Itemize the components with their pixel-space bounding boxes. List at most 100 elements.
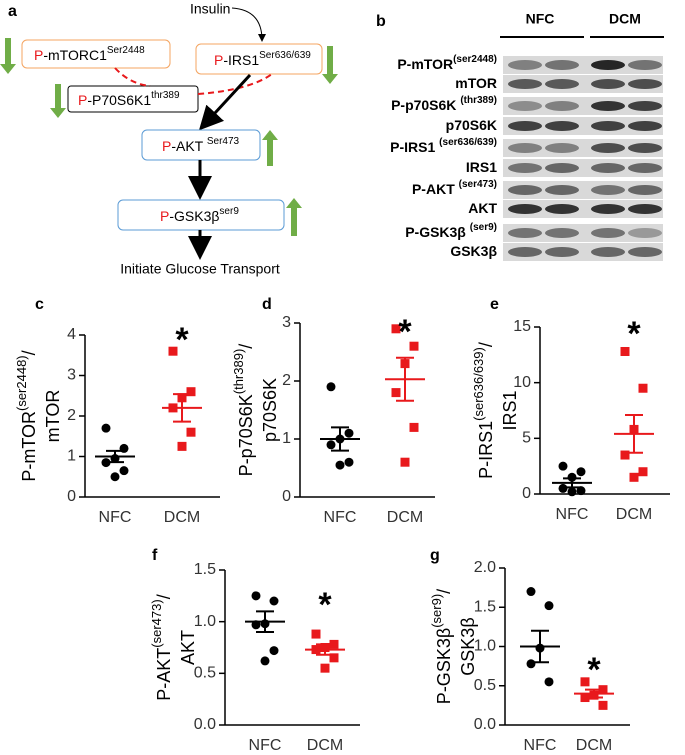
blot-band (545, 228, 579, 238)
blot-strip (503, 75, 663, 93)
blot-band (508, 247, 542, 257)
data-point (326, 382, 336, 392)
data-point (344, 457, 354, 467)
data-point (335, 460, 345, 470)
data-point (409, 422, 419, 432)
y-axis-label: P-mTOR(ser2448)/ (14, 350, 38, 481)
y-tick-label: 2 (282, 372, 291, 389)
y-tick-label: 0.5 (194, 665, 216, 682)
data-point (269, 596, 279, 606)
y-tick-label: 0 (282, 488, 291, 505)
data-point (409, 341, 419, 351)
blot-band (508, 185, 542, 195)
blot-band (545, 185, 579, 195)
panel-letter: a (8, 3, 17, 20)
blot-band (628, 101, 662, 111)
blot-band (545, 247, 579, 257)
data-point (638, 467, 648, 477)
blot-strip (503, 56, 663, 74)
blot-band (591, 121, 625, 131)
panel-letter: b (376, 13, 386, 30)
y-axis-label: P-p70S6K(thr389)/ (231, 344, 255, 477)
data-point (391, 324, 401, 334)
panel-letter: g (430, 547, 440, 564)
blot-row-label: AKT (468, 200, 497, 216)
blot-band (545, 204, 579, 214)
data-point (391, 388, 401, 398)
blot-band (628, 79, 662, 89)
data-point (110, 472, 120, 482)
data-point (558, 461, 568, 471)
blot-strip (503, 200, 663, 218)
y-tick-label: 2 (67, 407, 76, 424)
y-axis-label: P-IRS1(ser636/639)/ (471, 342, 495, 479)
data-point (526, 587, 536, 597)
significance-star: * (627, 315, 641, 353)
arrow (231, 7, 266, 42)
panel-letter: d (262, 296, 272, 313)
blot-band (545, 121, 579, 131)
data-point (526, 659, 536, 669)
data-point (598, 700, 608, 710)
significance-star: * (318, 586, 332, 624)
blot-band (545, 60, 579, 70)
blot-strip (503, 159, 663, 177)
blot-row-label: P-AKT (ser473) (412, 179, 497, 197)
x-tick-label: NFC (556, 506, 589, 523)
node-box (67, 85, 199, 113)
inhibition-line (114, 67, 151, 87)
x-tick-label: DCM (387, 509, 423, 526)
y-tick-label: 4 (67, 326, 76, 343)
inhibition-line (197, 73, 273, 95)
data-point (311, 629, 321, 639)
data-point (620, 450, 630, 460)
blot-band (591, 247, 625, 257)
blot-band (628, 204, 662, 214)
data-point (101, 423, 111, 433)
blot-row-label: mTOR (455, 75, 497, 91)
data-point (544, 601, 554, 611)
y-axis-label: P-GSK3β(ser9)/ (429, 589, 453, 704)
blot-row-label: IRS1 (466, 159, 497, 175)
x-tick-label: NFC (524, 737, 557, 754)
pathway-diagram: a Insulin P-mTORC1Ser2448 P-IRS1Ser636/6… (0, 1, 338, 277)
data-point (400, 457, 410, 467)
significance-star: * (587, 651, 601, 689)
y-tick-label: 1.0 (194, 613, 216, 630)
data-point (544, 677, 554, 687)
data-point (168, 346, 178, 356)
data-point (177, 441, 187, 451)
blot-band (628, 247, 662, 257)
group-label: DCM (609, 11, 641, 27)
data-point (329, 653, 339, 663)
blot-band (591, 79, 625, 89)
blot-strip (503, 117, 663, 135)
y-tick-label: 1.0 (474, 638, 496, 655)
blot-band (508, 60, 542, 70)
y-tick-label: 0 (67, 488, 76, 505)
node-box (21, 39, 171, 69)
node-label: P-P70S6K1thr389 (78, 90, 180, 108)
blot-band (508, 163, 542, 173)
x-tick-label: DCM (307, 737, 343, 754)
data-point (251, 591, 261, 601)
y-axis-label: AKT (178, 630, 198, 665)
significance-star: * (398, 313, 412, 351)
blot-band (508, 79, 542, 89)
blot-band (545, 101, 579, 111)
data-point (567, 487, 577, 497)
y-axis-label: p70S6K (260, 378, 280, 442)
x-tick-label: NFC (324, 509, 357, 526)
blot-band (591, 185, 625, 195)
x-tick-label: DCM (164, 509, 200, 526)
y-tick-label: 1.5 (194, 561, 216, 578)
blot-row-label: P-mTOR(ser2448) (397, 54, 497, 72)
blot-band (628, 121, 662, 131)
data-point (576, 486, 586, 496)
data-point (567, 472, 577, 482)
insulin-label: Insulin (190, 1, 230, 17)
data-point (326, 440, 336, 450)
blot-band (628, 163, 662, 173)
y-tick-label: 5 (522, 430, 531, 447)
y-tick-label: 1 (67, 448, 76, 465)
